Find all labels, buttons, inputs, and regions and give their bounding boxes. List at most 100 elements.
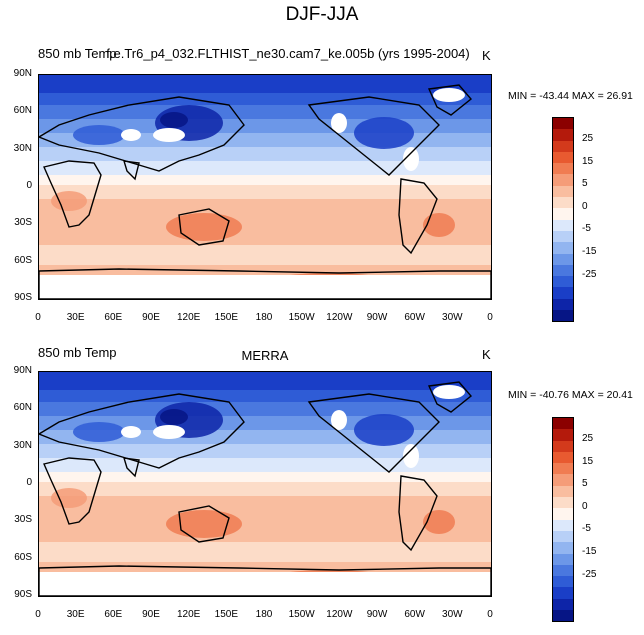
coastline xyxy=(427,381,473,413)
colorbar-swatch xyxy=(553,276,573,288)
figure-title: DJF-JJA xyxy=(285,4,359,25)
colorbar-tick-label: -25 xyxy=(582,268,597,280)
temperature-band xyxy=(39,542,491,562)
masked-region xyxy=(121,129,141,141)
lat-tick-label: 90N xyxy=(13,68,32,79)
lon-tick-label: 90W xyxy=(366,609,388,620)
lat-tick-label: 0 xyxy=(26,180,32,191)
colorbar-swatch xyxy=(553,174,573,186)
colorbar-tick-label: -25 xyxy=(582,568,597,580)
temperature-band xyxy=(39,147,491,161)
coastline xyxy=(307,96,440,176)
temperature-band xyxy=(39,444,491,458)
temperature-band xyxy=(39,390,491,402)
colorbar-swatch xyxy=(553,598,573,611)
coastline xyxy=(427,84,473,116)
model-panel: 850 mb Temp f.e.Tr6_p4_032.FLTHIST_ne30.… xyxy=(0,46,644,336)
colorbar-swatch xyxy=(553,474,573,486)
lat-tick-label: 30N xyxy=(13,142,32,154)
temperature-band xyxy=(39,482,491,496)
lat-tick-label: 30S xyxy=(14,514,32,526)
colorbar-swatch xyxy=(553,463,573,475)
masked-region xyxy=(403,147,419,171)
panel-left-title: 850 mb Temp xyxy=(38,345,117,360)
temperature-anomaly xyxy=(354,117,414,149)
coastline xyxy=(307,393,440,473)
colorbar-swatch xyxy=(553,185,573,198)
colorbar-swatch xyxy=(553,287,573,299)
colorbar-swatch xyxy=(553,219,573,231)
colorbar-tick-label: -5 xyxy=(582,523,591,535)
colorbar-tick-label: 15 xyxy=(582,455,594,467)
colorbar-swatch xyxy=(553,197,573,209)
temperature-band xyxy=(39,372,491,390)
temperature-band xyxy=(39,105,491,119)
masked-region xyxy=(153,128,185,142)
temperature-anomaly xyxy=(423,213,455,237)
masked-region xyxy=(403,444,419,468)
colorbar-swatch xyxy=(553,519,573,531)
colorbar-tick-label: 25 xyxy=(582,433,594,445)
coastline xyxy=(43,160,102,228)
masked-region xyxy=(121,426,141,438)
coastline xyxy=(39,268,491,299)
lon-tick-label: 0 xyxy=(487,312,493,323)
lon-tick-label: 60W xyxy=(404,609,425,620)
temperature-band xyxy=(39,496,491,542)
masked-region xyxy=(153,425,185,439)
lon-tick-label: 180 xyxy=(255,312,273,323)
temperature-anomaly xyxy=(73,422,125,442)
lat-tick-label: 90S xyxy=(14,292,32,303)
temperature-band xyxy=(39,199,491,245)
colorbar-tick-label: 25 xyxy=(582,133,594,145)
panel-minmax: MIN = -43.44 MAX = 26.91 xyxy=(508,90,633,102)
colorbar-swatch xyxy=(553,553,573,565)
colorbar-tick-label: -15 xyxy=(582,545,597,557)
coastline xyxy=(39,565,491,596)
colorbar-swatch xyxy=(553,298,573,311)
masked-antarctica xyxy=(39,275,491,299)
colorbar-swatch xyxy=(553,508,573,520)
colorbar-tick-label: -15 xyxy=(582,245,597,257)
lat-tick-label: 90S xyxy=(14,589,32,600)
lon-tick-label: 90E xyxy=(142,609,160,620)
lon-tick-label: 150E xyxy=(214,312,238,323)
coastline xyxy=(123,160,140,181)
colorbar-tick-label: 5 xyxy=(582,177,588,189)
temperature-anomaly xyxy=(51,488,87,508)
temperature-anomaly xyxy=(423,510,455,534)
colorbar-tick-label: 0 xyxy=(582,201,588,213)
colorbar-swatch xyxy=(553,310,573,322)
lat-tick-label: 60S xyxy=(14,254,32,266)
lon-tick-label: 30W xyxy=(442,312,463,323)
lon-tick-label: 0 xyxy=(35,609,41,620)
colorbar-swatch xyxy=(553,542,573,554)
lon-tick-label: 60E xyxy=(104,609,123,620)
colorbar xyxy=(552,117,574,323)
coastline xyxy=(39,96,245,172)
lon-tick-label: 120E xyxy=(176,312,201,323)
colorbar-tick-label: -5 xyxy=(582,223,591,235)
lon-tick-label: 30E xyxy=(66,609,85,620)
lon-tick-label: 90W xyxy=(366,312,388,323)
lon-tick-label: 150W xyxy=(288,312,315,323)
lat-tick-label: 60S xyxy=(14,551,32,563)
lat-tick-label: 0 xyxy=(26,477,32,488)
colorbar-swatch xyxy=(553,163,573,175)
colorbar-swatch xyxy=(553,576,573,588)
temperature-anomaly xyxy=(354,414,414,446)
temperature-band xyxy=(39,472,491,482)
colorbar-swatch xyxy=(553,253,573,265)
colorbar-swatch xyxy=(553,610,573,622)
colorbar-swatch xyxy=(553,208,573,220)
lon-tick-label: 0 xyxy=(35,312,41,323)
colorbar-swatch xyxy=(553,564,573,577)
lat-tick-label: 60N xyxy=(13,402,32,414)
temperature-band xyxy=(39,245,491,265)
temperature-anomaly xyxy=(166,213,242,241)
colorbar-swatch xyxy=(553,118,573,130)
colorbar-swatch xyxy=(553,497,573,509)
panel-minmax: MIN = -40.76 MAX = 20.41 xyxy=(508,389,633,401)
lon-tick-label: 0 xyxy=(487,609,493,620)
temperature-band xyxy=(39,458,491,472)
